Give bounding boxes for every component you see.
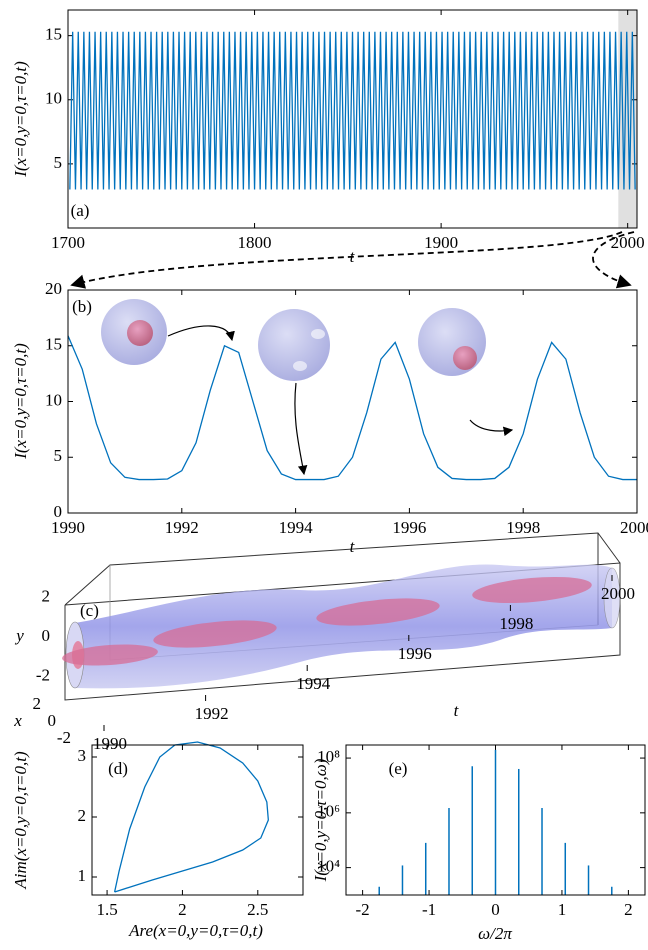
- y-tick-label: 5: [54, 153, 63, 172]
- y-tick-label: 1: [78, 866, 87, 885]
- inset-spheres: [101, 299, 514, 476]
- x-tick-label: 1996: [392, 518, 426, 537]
- tube-3d: [62, 532, 621, 701]
- y-tick-label: 2: [42, 586, 51, 605]
- y-axis-label: I(x=0,y=0,τ=0,t): [11, 343, 30, 460]
- data-line: [67, 335, 637, 481]
- x-tick-label: 2: [178, 900, 187, 919]
- x-tick-label: 2: [624, 900, 633, 919]
- y-axis-label: Aim(x=0,y=0,τ=0,t): [11, 751, 30, 890]
- x-tick-label: 1998: [506, 518, 540, 537]
- y-tick-label: 15: [45, 25, 62, 44]
- x-tick-label: 1900: [424, 233, 458, 252]
- axes-box: [67, 9, 638, 229]
- y-tick-label: 10: [45, 390, 62, 409]
- data-line: [113, 741, 269, 893]
- panel-label: (a): [71, 201, 90, 220]
- x-tick-label: 1800: [238, 233, 272, 252]
- data-line: [69, 31, 636, 190]
- y-tick-label: 0: [54, 502, 63, 521]
- x-tick-label: 1992: [165, 518, 199, 537]
- y-axis-label: I(x=0,y=0,τ=0,t): [11, 61, 30, 178]
- t-tick-label: 1994: [296, 674, 331, 693]
- x-tick-label: -1: [422, 900, 436, 919]
- panel-label: (e): [389, 759, 408, 778]
- x-tick-label: 1.5: [96, 900, 117, 919]
- x-tick-label: 1: [558, 900, 567, 919]
- panel-label: (c): [80, 601, 99, 620]
- x-tick-label: 2: [33, 694, 42, 713]
- y-tick-label: 10⁸: [317, 747, 340, 766]
- axes-box: [345, 744, 646, 896]
- panel-label: (b): [72, 297, 92, 316]
- y-tick-label: 10⁶: [317, 802, 340, 821]
- x-tick-label: 2.5: [247, 900, 268, 919]
- y-tick-label: 5: [54, 446, 63, 465]
- t-tick-label: 1998: [499, 614, 533, 633]
- axes-box: [67, 289, 638, 514]
- x-axis-label: t: [350, 537, 356, 556]
- y-tick-label: 15: [45, 335, 62, 354]
- x-tick-label: 1994: [279, 518, 314, 537]
- y-tick-label: 10: [45, 89, 62, 108]
- y-tick-label: -2: [36, 665, 50, 684]
- x-tick-label: -2: [57, 728, 71, 747]
- t-tick-label: 1992: [195, 704, 229, 723]
- y-tick-label: 2: [78, 806, 87, 825]
- x-axis-label: t: [350, 247, 356, 266]
- x-tick-label: 1700: [51, 233, 85, 252]
- t-tick-label: 1996: [398, 644, 432, 663]
- y-tick-label: 3: [78, 746, 87, 765]
- x-axis-label: ω/2π: [478, 924, 512, 943]
- x-axis-label: Are(x=0,y=0,τ=0,t): [128, 921, 263, 940]
- y-axis-label: I(x=0,y=0,τ=0,ω): [311, 758, 330, 882]
- x-tick-label: 2000: [611, 233, 645, 252]
- x-tick-label: 1990: [51, 518, 85, 537]
- x-tick-label: -2: [356, 900, 370, 919]
- axis-label: x: [13, 711, 22, 730]
- y-tick-label: 10⁴: [317, 857, 340, 876]
- x-tick-label: 2000: [620, 518, 648, 537]
- x-tick-label: 0: [491, 900, 500, 919]
- axis-label: t: [454, 701, 460, 720]
- zoom-arrow: [592, 231, 635, 289]
- axes-box: [91, 744, 304, 896]
- x-tick-label: 0: [48, 711, 57, 730]
- y-tick-label: 0: [42, 626, 51, 645]
- t-tick-label: 2000: [601, 584, 635, 603]
- zoom-arrow: [70, 231, 623, 289]
- axis-label: y: [14, 626, 24, 645]
- y-tick-label: 20: [45, 279, 62, 298]
- panel-label: (d): [108, 759, 128, 778]
- t-tick-label: 1990: [93, 734, 127, 753]
